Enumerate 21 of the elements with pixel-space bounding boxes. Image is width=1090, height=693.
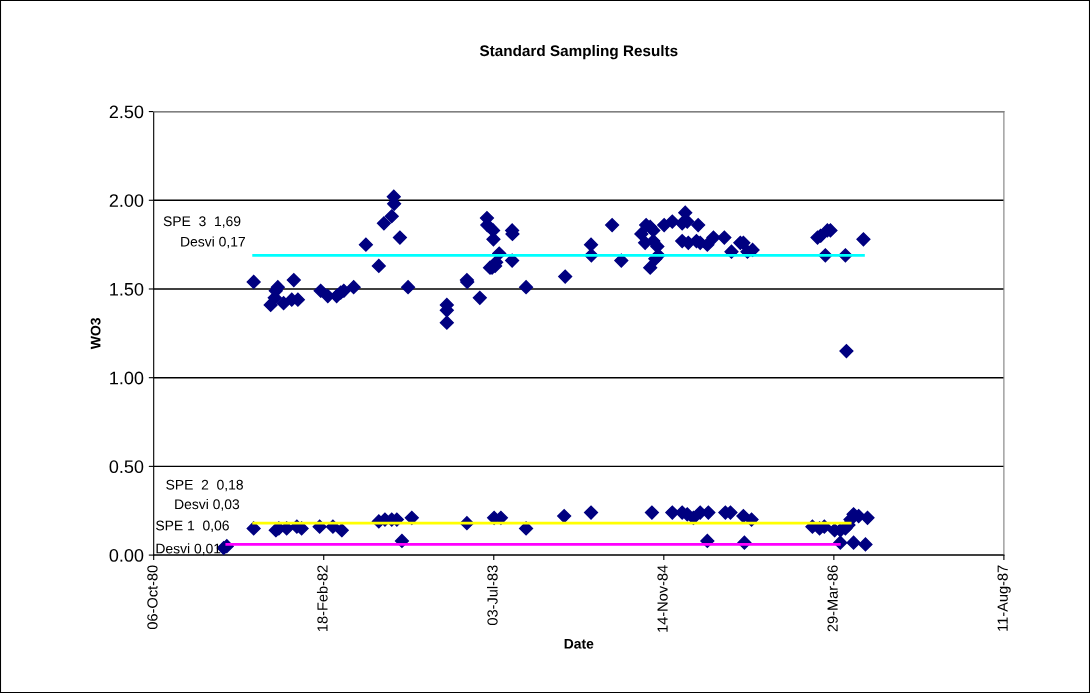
annotation: Desvi 0,17 xyxy=(181,236,245,249)
x-tick-label: 06-Oct-80 xyxy=(147,565,158,630)
y-tick-label: 0.00 xyxy=(109,549,144,562)
x-tick-label: 29-Mar-86 xyxy=(827,565,838,632)
y-tick-label: 0.50 xyxy=(109,460,144,474)
annotation: SPE 3 1,69 xyxy=(163,216,241,228)
y-tick-label: 1.50 xyxy=(110,282,144,296)
annotation: SPE 2 0,18 xyxy=(166,479,243,492)
x-tick-label: 11-Aug-87 xyxy=(997,565,1011,631)
x-tick-label: 03-Jul-83 xyxy=(486,565,498,626)
annotation: Desvi 0,03 xyxy=(175,498,240,511)
x-tick-label: 14-Nov-84 xyxy=(657,565,668,632)
y-axis-title: WO3 xyxy=(90,318,101,350)
y-tick-label: 2.50 xyxy=(109,105,144,119)
y-tick-label: 1.00 xyxy=(110,371,144,385)
chart-title: Standard Sampling Results xyxy=(479,44,678,60)
annotation: SPE 1 0,06 xyxy=(156,520,229,533)
x-tick-label: 18-Feb-82 xyxy=(316,565,328,631)
annotation: Desvi 0,01 xyxy=(156,543,221,556)
x-axis-title: Date xyxy=(564,638,594,649)
y-tick-label: 2.00 xyxy=(109,194,144,207)
